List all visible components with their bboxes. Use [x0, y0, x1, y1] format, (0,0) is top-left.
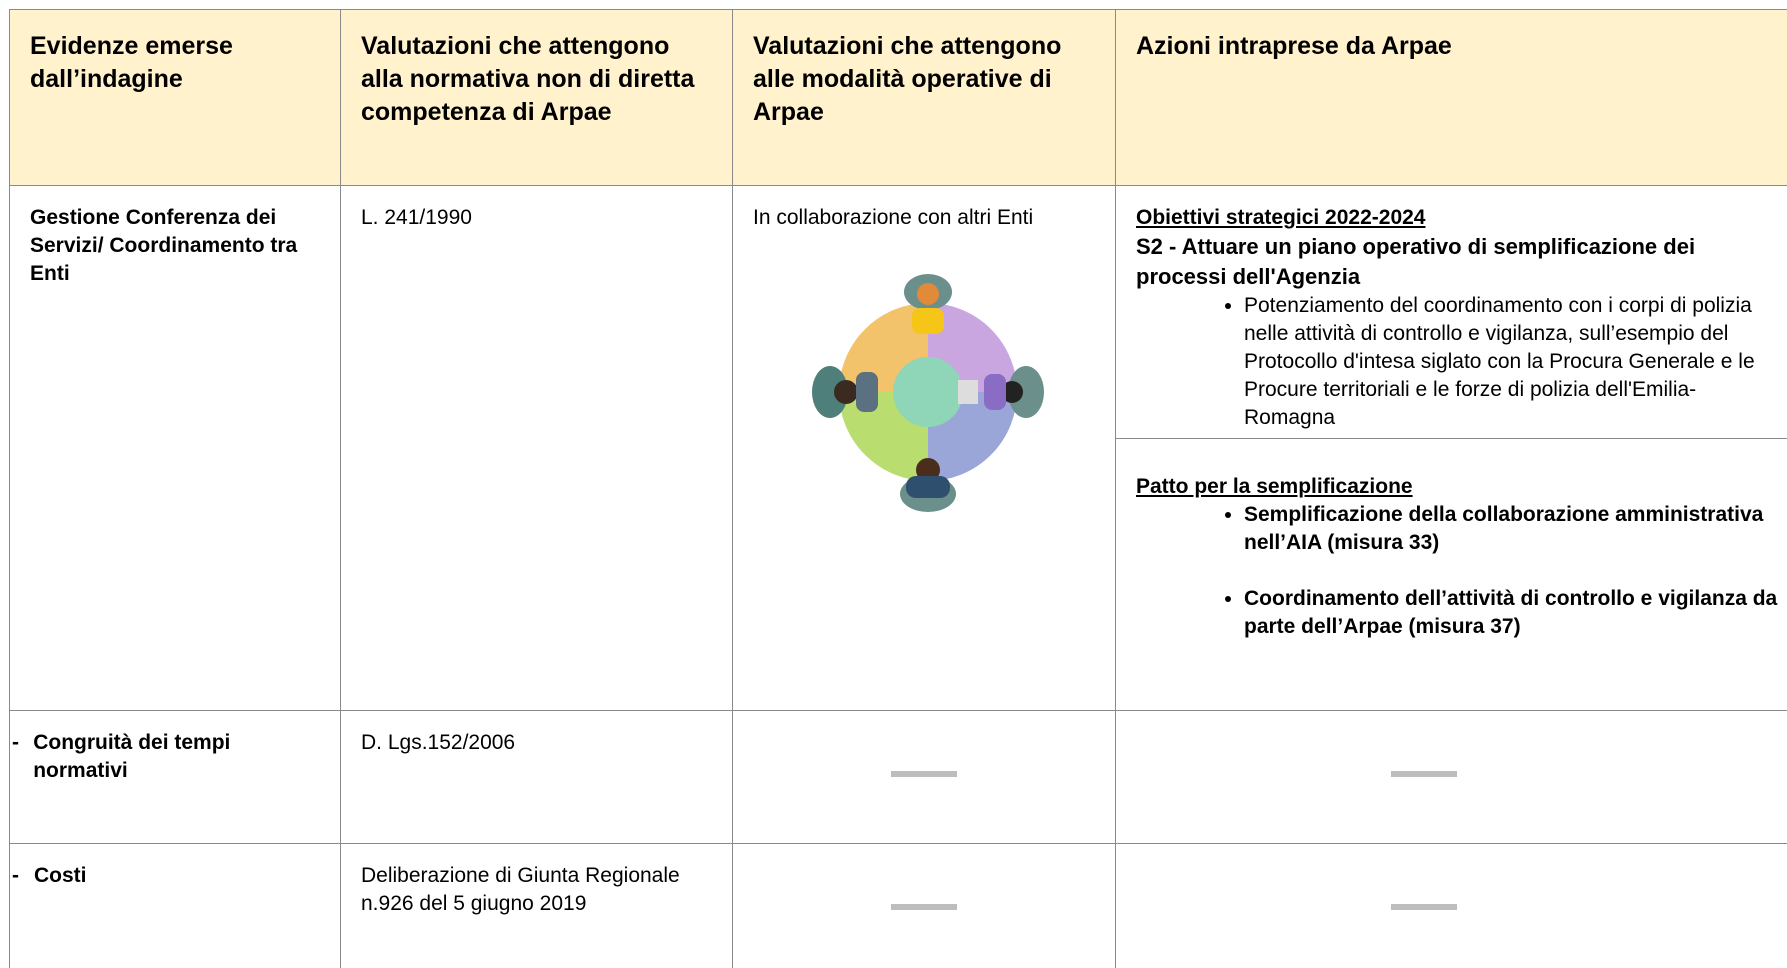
action-item: Coordinamento dell’attività di controllo… [1244, 585, 1779, 641]
empty-cell [732, 710, 1116, 844]
header-row: Evidenze emerse dall’indagine Valutazion… [9, 9, 1787, 186]
action-title: Patto per la semplificazione [1136, 475, 1413, 498]
empty-cell [1115, 843, 1787, 968]
action-section: Obiettivi strategici 2022-2024 S2 - Attu… [1116, 186, 1787, 438]
row: - Costi Deliberazione di Giunta Regionale… [9, 843, 1787, 968]
row-marker: - [12, 731, 19, 754]
operational-text: In collaborazione con altri Enti [753, 206, 1034, 229]
action-item: Potenziamento del coordinamento con i co… [1244, 292, 1779, 432]
law-cell: D. Lgs.152/2006 [340, 710, 733, 844]
action-subtitle: S2 - Attuare un piano operativo di sempl… [1136, 234, 1696, 289]
dash [1391, 904, 1457, 910]
operational-cell: In collaborazione con altri Enti [732, 185, 1116, 711]
empty-cell [1115, 710, 1787, 844]
evidence-text: Costi [34, 864, 87, 887]
evidence-cell: - Congruità dei tempi normativi [9, 710, 341, 844]
header-cell: Valutazioni che attengono alla normativa… [340, 9, 733, 186]
dash [891, 771, 957, 777]
law-cell: L. 241/1990 [340, 185, 733, 711]
row: Gestione Conferenza dei Servizi/ Coordin… [9, 185, 1787, 711]
action-list: Semplificazione della collaborazione amm… [1136, 501, 1779, 641]
action-section: Patto per la semplificazione Semplificaz… [1116, 438, 1787, 661]
empty-cell [732, 843, 1116, 968]
row-marker: - [12, 864, 19, 887]
action-list: Potenziamento del coordinamento con i co… [1136, 292, 1779, 432]
illustration [812, 274, 1044, 512]
evidence-cell: Gestione Conferenza dei Servizi/ Coordin… [9, 185, 341, 711]
row: - Congruità dei tempi normativi D. Lgs.15… [9, 710, 1787, 844]
evidence-text: Congruità dei tempi normativi [33, 731, 231, 782]
header-cell: Evidenze emerse dall’indagine [9, 9, 341, 186]
header-cell: Valutazioni che attengono alle modalità … [732, 9, 1116, 186]
actions-cell: Obiettivi strategici 2022-2024 S2 - Attu… [1115, 185, 1787, 711]
action-item: Semplificazione della collaborazione amm… [1244, 501, 1779, 557]
evidence-cell: - Costi [9, 843, 341, 968]
action-title: Obiettivi strategici 2022-2024 [1136, 206, 1426, 229]
dash [1391, 771, 1457, 777]
header-cell: Azioni intraprese da Arpae [1115, 9, 1787, 186]
dash [891, 904, 957, 910]
table: Evidenze emerse dall’indagine Valutazion… [9, 9, 1787, 968]
law-cell: Deliberazione di Giunta Regionale n.926 … [340, 843, 733, 968]
